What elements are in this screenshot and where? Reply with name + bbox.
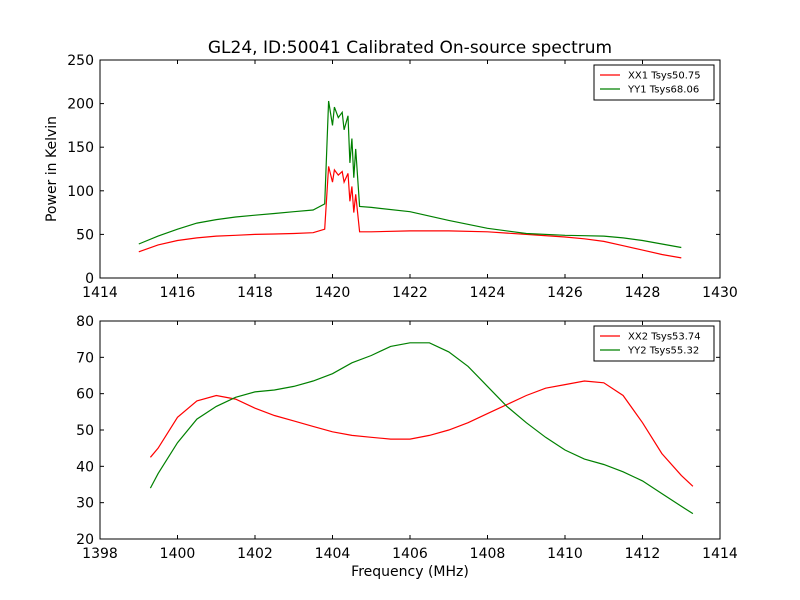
top-y-tick-label: 50	[76, 227, 94, 243]
top-series-line-xx1-tsys50-75	[138, 166, 682, 259]
bottom-x-tick-label: 1402	[237, 546, 273, 562]
top-x-tick-label: 1430	[702, 285, 738, 301]
bottom-plot-panel: 1398 1400 1402 1404 1406 1408 1410 1412 1414 20 30…	[76, 314, 738, 580]
bottom-legend-box	[593, 325, 715, 362]
bottom-series-line-yy2-tsys55-32	[149, 342, 694, 515]
top-x-tick-label: 1428	[625, 285, 661, 301]
top-x-tick-label: 1414	[82, 285, 118, 301]
top-legend-label-xx1-tsys50-75: XX1 Tsys50.75	[628, 71, 701, 82]
top-x-tick-label: 1422	[392, 285, 428, 301]
top-y-tick-label: 200	[67, 97, 94, 113]
top-plot-panel: 1414 1416 1418 1420 1422 1424 1426 1428 1430 0 50 1…	[44, 53, 738, 301]
bottom-x-tick-label: 1410	[547, 546, 583, 562]
top-x-tick-label: 1424	[470, 285, 506, 301]
bottom-x-tick-label: 1414	[702, 546, 738, 562]
bottom-legend-label-yy2-tsys55-32: YY2 Tsys55.32	[627, 346, 699, 357]
bottom-x-tick-label: 1406	[392, 546, 428, 562]
bottom-y-tick-label: 60	[76, 387, 94, 403]
bottom-y-tick-label: 70	[76, 350, 94, 366]
bottom-x-tick-label: 1412	[625, 546, 661, 562]
top-y-tick-label: 0	[85, 271, 94, 287]
top-y-tick-label: 250	[67, 53, 94, 69]
top-y-tick-label: 100	[67, 184, 94, 200]
top-legend-label-yy1-tsys68-06: YY1 Tsys68.06	[627, 85, 699, 96]
top-x-tick-label: 1420	[315, 285, 351, 301]
top-legend-box	[593, 64, 715, 101]
bottom-y-tick-label: 50	[76, 423, 94, 439]
top-y-axis-label: Power in Kelvin	[44, 116, 60, 222]
bottom-legend-label-xx2-tsys53-74: XX2 Tsys53.74	[628, 332, 701, 343]
bottom-y-tick-label: 20	[76, 532, 94, 548]
bottom-x-axis-label: Frequency (MHz)	[351, 564, 469, 580]
bottom-x-tick-label: 1408	[470, 546, 506, 562]
bottom-x-tick-label: 1404	[315, 546, 351, 562]
bottom-x-tick-label: 1400	[160, 546, 196, 562]
top-x-tick-label: 1426	[547, 285, 583, 301]
bottom-y-tick-label: 30	[76, 496, 94, 512]
bottom-y-tick-label: 40	[76, 459, 94, 475]
top-x-tick-label: 1418	[237, 285, 273, 301]
top-x-tick-label: 1416	[160, 285, 196, 301]
figure-title: GL24, ID:50041 Calibrated On-source spec…	[208, 38, 612, 58]
bottom-y-tick-label: 80	[76, 314, 94, 330]
top-series-line-yy1-tsys68-06	[138, 100, 682, 249]
bottom-x-tick-label: 1398	[82, 546, 118, 562]
top-y-tick-label: 150	[67, 140, 94, 156]
